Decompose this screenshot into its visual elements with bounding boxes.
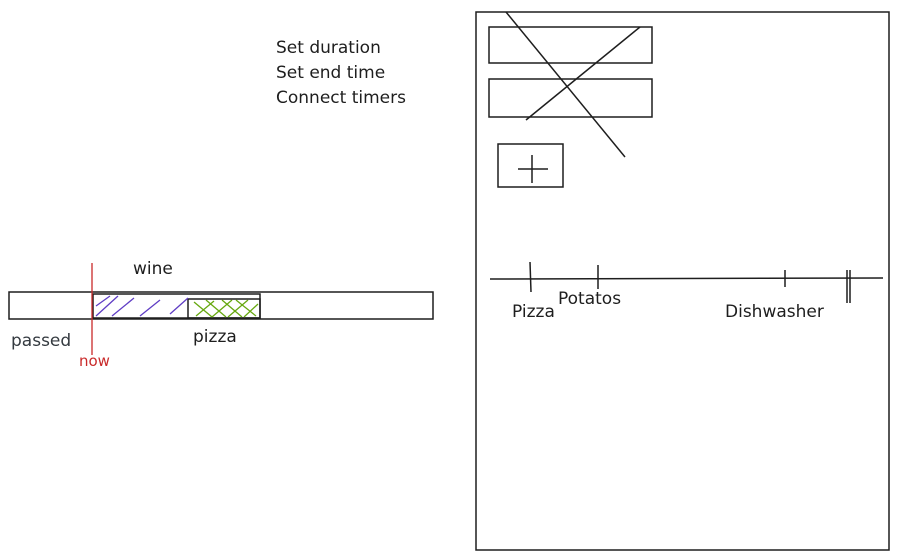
pizza-segment[interactable] xyxy=(187,298,261,319)
pizza-label: pizza xyxy=(193,327,237,347)
note-set-end-time: Set end time xyxy=(276,63,386,83)
plus-icon xyxy=(518,155,548,183)
timer-box-2[interactable] xyxy=(488,78,653,118)
timeline-label-potatos: Potatos xyxy=(558,289,622,309)
timeline-axis xyxy=(489,277,884,280)
progress-bar-outer xyxy=(8,291,434,320)
wine-hatch xyxy=(95,295,189,317)
feature-notes: Set duration Set end time Connect timers xyxy=(276,36,406,111)
cross-out-line-2 xyxy=(525,26,641,121)
timeline-tick-pizza xyxy=(529,261,532,293)
cross-out-line-1 xyxy=(505,11,626,158)
timeline-label-dishwasher: Dishwasher xyxy=(725,302,824,322)
timer-box-1[interactable] xyxy=(488,26,653,64)
passed-label: passed xyxy=(11,331,72,351)
note-set-duration: Set duration xyxy=(276,38,381,58)
add-timer-button[interactable] xyxy=(497,143,564,188)
timeline-label-pizza: Pizza xyxy=(512,302,555,322)
wine-label: wine xyxy=(133,259,173,279)
phone-frame xyxy=(475,11,890,551)
now-label: now xyxy=(79,352,110,370)
pizza-hatch xyxy=(193,299,259,318)
note-connect-timers: Connect timers xyxy=(276,88,406,108)
wine-segment[interactable] xyxy=(92,293,261,319)
add-button-frame[interactable] xyxy=(497,143,564,188)
